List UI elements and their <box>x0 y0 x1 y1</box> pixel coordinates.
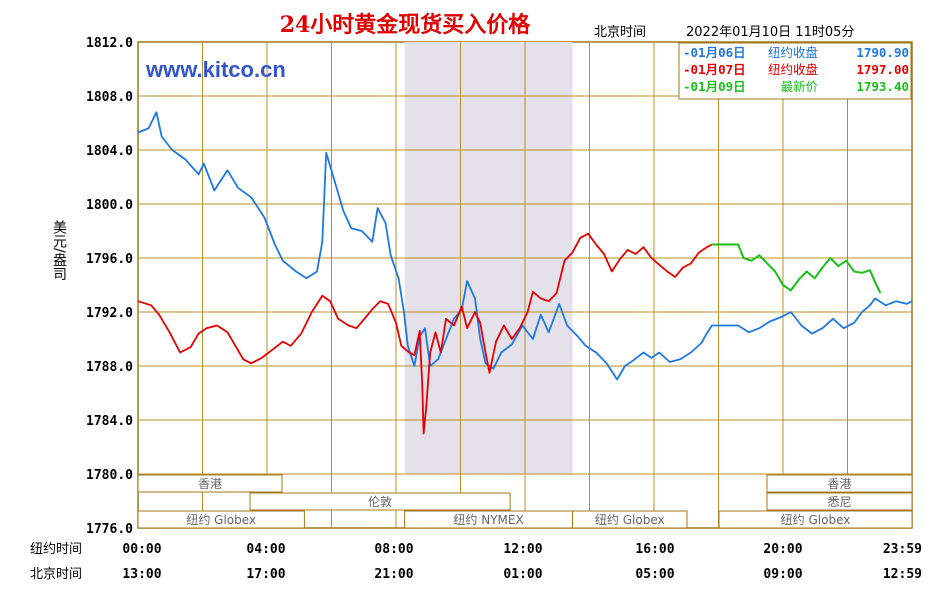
x-tick-ny: 12:00 <box>503 542 542 557</box>
legend-box <box>678 42 912 100</box>
session-label: 纽约 NYMEX <box>453 512 523 527</box>
legend: -01月06日 纽约收盘 1790.90-01月07日 纽约收盘 1797.00-01月… <box>683 45 909 94</box>
y-axis-label: 美元/盎司 <box>51 220 67 281</box>
legend-date: -01月06日 <box>683 45 746 60</box>
y-axis: 1812.0 1808.0 1804.0 1800.0 1796.0 1792.0 1788… <box>86 36 133 537</box>
legend-value: 1793.40 <box>856 79 909 94</box>
series-line-2 <box>711 243 882 294</box>
x-tick-ny: 00:00 <box>122 542 161 557</box>
session-bar <box>572 510 688 529</box>
series-line-0 <box>137 111 913 381</box>
series-line-1 <box>137 232 713 435</box>
x-tick-ny: 16:00 <box>635 542 674 557</box>
grid <box>138 42 912 528</box>
ny-time-label: 纽约时间 <box>30 542 82 557</box>
x-tick-ny: 20:00 <box>763 542 802 557</box>
session-bar <box>137 474 283 493</box>
session-label: 纽约 Globex <box>781 512 851 527</box>
x-tick-bj: 01:00 <box>503 567 542 582</box>
legend-value: 1790.90 <box>856 45 909 60</box>
legend-value: 1797.00 <box>856 62 909 77</box>
x-tick-bj: 21:00 <box>374 567 413 582</box>
price-series <box>137 111 913 435</box>
y-tick-label: 1788.0 <box>86 360 133 375</box>
y-tick-label: 1776.0 <box>86 522 133 537</box>
session-label: 纽约 Globex <box>595 512 665 527</box>
session-label: 伦敦 <box>368 494 392 509</box>
y-tick-label: 1812.0 <box>86 36 133 51</box>
legend-label: 纽约收盘 <box>768 62 818 77</box>
session-bar <box>137 510 305 529</box>
y-tick-label: 1792.0 <box>86 306 133 321</box>
y-tick-label: 1780.0 <box>86 468 133 483</box>
y-tick-label: 1804.0 <box>86 144 133 159</box>
session-label: 纽约 Globex <box>186 512 256 527</box>
y-tick-label: 1784.0 <box>86 414 133 429</box>
x-axis: 00:00 13:00 04:00 17:00 08:00 21:00 12:00 01:00… <box>122 542 922 582</box>
datetime-label: 2022年01月10日 11时05分 <box>686 25 854 40</box>
session-bar <box>766 492 913 511</box>
y-tick-label: 1808.0 <box>86 90 133 105</box>
legend-label: 最新价 <box>780 79 818 94</box>
session-label: 香港 <box>827 477 851 491</box>
x-tick-bj: 17:00 <box>246 567 285 582</box>
x-tick-bj: 13:00 <box>122 567 161 582</box>
session-label: 香港 <box>198 477 222 491</box>
legend-date: -01月07日 <box>683 62 746 77</box>
x-tick-bj: 05:00 <box>635 567 674 582</box>
bj-time-label: 北京时间 <box>30 567 82 582</box>
x-tick-ny: 04:00 <box>246 542 285 557</box>
x-tick-bj: 12:59 <box>883 567 922 582</box>
legend-label: 纽约收盘 <box>768 45 818 60</box>
session-label: 悉尼 <box>827 495 851 509</box>
legend-date: -01月09日 <box>683 79 746 94</box>
y-tick-label: 1796.0 <box>86 252 133 267</box>
x-tick-ny: 23:59 <box>883 542 922 557</box>
session-bar <box>718 510 913 529</box>
brand-watermark: www.kitco.cn <box>145 57 286 82</box>
chart-title: 24小时黄金现货买入价格 <box>280 12 532 38</box>
session-bar <box>766 474 913 493</box>
x-tick-ny: 08:00 <box>374 542 413 557</box>
x-tick-bj: 09:00 <box>763 567 802 582</box>
timezone-label: 北京时间 <box>594 25 646 40</box>
session-bar <box>249 492 511 511</box>
y-tick-label: 1800.0 <box>86 198 133 213</box>
